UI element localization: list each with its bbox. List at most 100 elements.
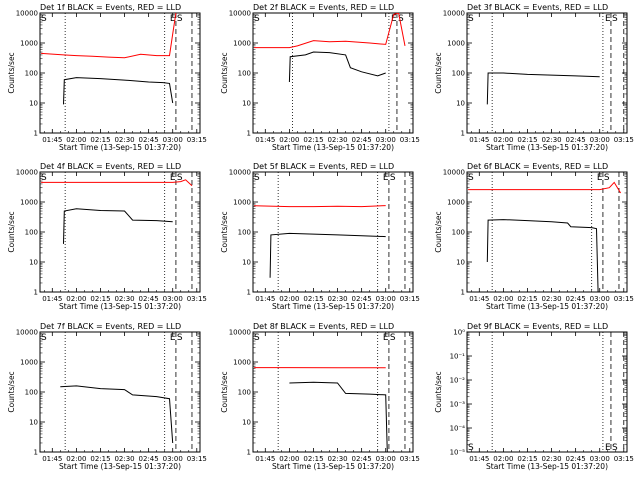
start-marker-label: S [254,173,260,183]
x-tick-label: 03:00 [590,136,610,144]
plot-frame [466,331,628,453]
x-tick-label: 02:15 [303,455,323,463]
y-tick-label: 100 [25,389,38,397]
y-tick-label: 100 [452,229,465,237]
y-axis-label: Counts/sec [434,52,443,93]
y-axis-label: Counts/sec [7,52,16,93]
x-tick-label: 03:00 [163,295,183,303]
x-tick-label: 02:00 [66,455,86,463]
x-tick-label: 02:15 [90,295,110,303]
y-axis-label: Counts/sec [220,52,229,93]
y-tick-label: 100 [238,229,251,237]
start-marker-label: S [468,14,474,24]
x-tick-label: 03:15 [187,295,207,303]
panel-title: Det 9f BLACK = Events, RED = LLD [467,322,608,331]
x-tick-label: 02:30 [327,295,347,303]
start-marker-label: S [254,333,260,343]
x-tick-label: 02:00 [493,455,513,463]
x-axis-label: Start Time (13-Sep-15 01:37:20) [486,302,608,311]
restart-marker-label: S [604,173,610,183]
x-axis-label: Start Time (13-Sep-15 01:37:20) [59,462,181,471]
end-marker-label: E [391,14,397,24]
end-marker-label: E [605,443,611,453]
x-tick-label: 03:00 [376,455,396,463]
x-tick-label: 02:00 [279,295,299,303]
y-tick-label: 10000 [16,169,38,177]
restart-marker-label: S [177,14,183,24]
x-tick-label: 02:00 [493,295,513,303]
y-axis-label: Counts/sec [220,371,229,412]
x-tick-label: 02:45 [352,455,372,463]
x-tick-label: 01:45 [469,295,489,303]
y-tick-label: 1000 [447,40,465,48]
panel-8: Det 8f BLACK = Events, RED = LLD 01:45 02:… [220,322,420,471]
events-series-line [486,219,599,292]
y-tick-label: 1000 [20,359,38,367]
x-tick-label: 02:45 [566,295,586,303]
y-tick-label: 1 [247,449,251,457]
x-axis-label: Start Time (13-Sep-15 01:37:20) [486,462,608,471]
x-axis-label: Start Time (13-Sep-15 01:37:20) [486,143,608,152]
events-series-line [63,77,174,105]
panel-7: Det 7f BLACK = Events, RED = LLD 01:45 02:… [7,322,207,471]
events-series-line [486,72,600,105]
x-tick-label: 03:00 [590,295,610,303]
y-tick-label: 10 [456,259,465,267]
x-tick-label: 02:30 [541,455,561,463]
y-tick-label: 10 [242,419,251,427]
x-axis-label: Start Time (13-Sep-15 01:37:20) [272,462,394,471]
panel-title: Det 8f BLACK = Events, RED = LLD [253,322,394,331]
y-tick-label: 1 [34,130,38,138]
restart-marker-label: S [177,173,183,183]
x-tick-label: 02:45 [352,295,372,303]
x-tick-label: 02:15 [517,136,537,144]
x-tick-label: 03:15 [614,136,634,144]
panel-title: Det 5f BLACK = Events, RED = LLD [253,162,394,171]
x-tick-label: 03:00 [163,136,183,144]
lld-series-line [468,181,622,194]
x-tick-label: 02:00 [66,295,86,303]
x-tick-label: 01:45 [42,455,62,463]
x-tick-label: 02:45 [139,295,159,303]
events-series-line [269,232,386,278]
y-tick-label: 1 [34,289,38,297]
y-tick-label: 10000 [443,169,465,177]
end-marker-label: E [170,173,176,183]
restart-marker-label: S [612,14,618,24]
x-axis-label: Start Time (13-Sep-15 01:37:20) [272,143,394,152]
y-axis-label: Counts/sec [434,371,443,412]
restart-marker-label: S [390,173,396,183]
x-axis-label: Start Time (13-Sep-15 01:37:20) [59,143,181,152]
lld-series-line [41,179,193,187]
y-tick-label: 1 [461,289,465,297]
panel-5: Det 5f BLACK = Events, RED = LLD 01:45 02:… [220,162,420,311]
x-tick-label: 03:15 [187,455,207,463]
events-series-line [289,381,388,452]
panel-title: Det 3f BLACK = Events, RED = LLD [467,3,608,12]
lld-series-line [254,13,406,49]
x-tick-label: 01:45 [255,455,275,463]
y-tick-label: 100 [25,70,38,78]
panel-title: Det 1f BLACK = Events, RED = LLD [40,3,181,12]
start-marker-label: S [468,443,474,453]
x-tick-label: 03:00 [376,295,396,303]
start-marker-label: S [41,333,47,343]
panel-3: Det 3f BLACK = Events, RED = LLD 01:45 02:… [434,3,634,152]
y-tick-label: 1000 [233,199,251,207]
x-tick-label: 02:15 [303,295,323,303]
start-marker-label: S [254,14,260,24]
x-tick-label: 02:30 [114,136,134,144]
start-marker-label: S [41,173,47,183]
panel-title: Det 4f BLACK = Events, RED = LLD [40,162,181,171]
y-tick-label: 1000 [233,40,251,48]
y-tick-label: 100 [238,389,251,397]
y-tick-label: 10 [29,100,38,108]
x-tick-label: 02:00 [493,136,513,144]
y-tick-label: 10 [29,259,38,267]
x-tick-label: 02:30 [541,295,561,303]
x-tick-label: 02:00 [279,136,299,144]
panel-4: Det 4f BLACK = Events, RED = LLD 01:45 02:… [7,162,207,311]
x-tick-label: 03:00 [590,455,610,463]
panel-6: Det 6f BLACK = Events, RED = LLD 01:45 02:… [434,162,634,311]
y-tick-label: 10⁻¹ [450,353,466,361]
